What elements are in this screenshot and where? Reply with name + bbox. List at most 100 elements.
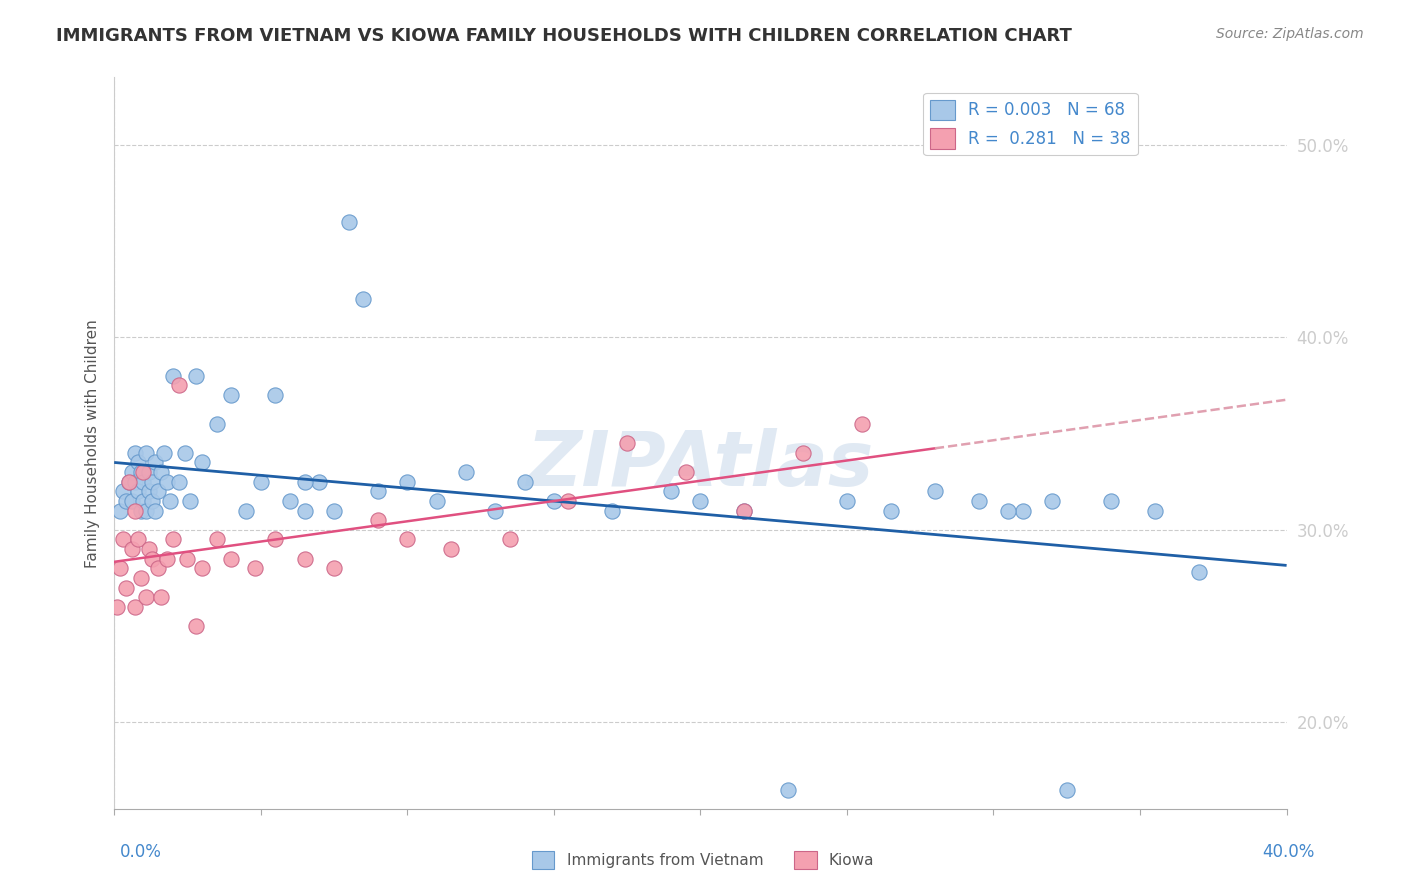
Point: [513, 475, 536, 489]
Point: [191, 561, 214, 575]
Point: [167, 378, 190, 392]
Point: [264, 388, 287, 402]
Point: [135, 446, 157, 460]
Point: [1188, 565, 1211, 579]
Point: [135, 503, 157, 517]
Point: [243, 561, 266, 575]
Legend: Immigrants from Vietnam, Kiowa: Immigrants from Vietnam, Kiowa: [526, 845, 880, 875]
Point: [294, 475, 316, 489]
Point: [141, 551, 163, 566]
Point: [967, 494, 990, 508]
Point: [851, 417, 873, 431]
Point: [132, 494, 155, 508]
Point: [124, 446, 146, 460]
Point: [138, 465, 160, 479]
Text: Source: ZipAtlas.com: Source: ZipAtlas.com: [1216, 27, 1364, 41]
Point: [118, 475, 141, 489]
Point: [323, 561, 346, 575]
Point: [150, 591, 173, 605]
Point: [121, 494, 143, 508]
Point: [121, 542, 143, 557]
Point: [159, 494, 181, 508]
Point: [557, 494, 579, 508]
Point: [367, 484, 389, 499]
Point: [118, 475, 141, 489]
Point: [689, 494, 711, 508]
Point: [141, 494, 163, 508]
Point: [138, 484, 160, 499]
Point: [396, 475, 419, 489]
Point: [132, 475, 155, 489]
Point: [278, 494, 301, 508]
Point: [115, 494, 138, 508]
Point: [124, 503, 146, 517]
Point: [111, 484, 134, 499]
Point: [484, 503, 506, 517]
Point: [205, 533, 228, 547]
Point: [616, 436, 638, 450]
Point: [167, 475, 190, 489]
Point: [221, 551, 243, 566]
Point: [132, 465, 155, 479]
Point: [186, 619, 208, 633]
Point: [337, 215, 360, 229]
Point: [146, 561, 169, 575]
Point: [173, 446, 195, 460]
Point: [138, 542, 160, 557]
Text: 0.0%: 0.0%: [120, 843, 162, 861]
Point: [308, 475, 330, 489]
Point: [124, 475, 146, 489]
Point: [1099, 494, 1122, 508]
Point: [105, 599, 128, 614]
Point: [121, 465, 143, 479]
Point: [835, 494, 858, 508]
Point: [675, 465, 697, 479]
Point: [179, 494, 201, 508]
Point: [143, 503, 166, 517]
Point: [146, 484, 169, 499]
Point: [141, 475, 163, 489]
Point: [221, 388, 243, 402]
Point: [440, 542, 463, 557]
Point: [396, 533, 419, 547]
Point: [129, 503, 152, 517]
Y-axis label: Family Households with Children: Family Households with Children: [86, 318, 100, 567]
Point: [153, 446, 176, 460]
Point: [924, 484, 946, 499]
Point: [499, 533, 522, 547]
Point: [162, 368, 184, 383]
Point: [162, 533, 184, 547]
Point: [127, 455, 149, 469]
Point: [659, 484, 682, 499]
Point: [733, 503, 755, 517]
Point: [205, 417, 228, 431]
Point: [108, 561, 131, 575]
Point: [111, 533, 134, 547]
Point: [543, 494, 565, 508]
Point: [264, 533, 287, 547]
Point: [127, 533, 149, 547]
Point: [792, 446, 814, 460]
Point: [129, 571, 152, 585]
Point: [150, 465, 173, 479]
Point: [124, 599, 146, 614]
Point: [249, 475, 271, 489]
Point: [778, 782, 800, 797]
Point: [186, 368, 208, 383]
Point: [127, 484, 149, 499]
Point: [880, 503, 903, 517]
Point: [367, 513, 389, 527]
Point: [176, 551, 198, 566]
Point: [426, 494, 449, 508]
Point: [1040, 494, 1063, 508]
Point: [602, 503, 624, 517]
Point: [135, 591, 157, 605]
Point: [294, 503, 316, 517]
Point: [191, 455, 214, 469]
Text: 40.0%: 40.0%: [1263, 843, 1315, 861]
Point: [323, 503, 346, 517]
Point: [129, 465, 152, 479]
Point: [156, 475, 179, 489]
Text: ZIPAtlas: ZIPAtlas: [527, 428, 875, 502]
Point: [1011, 503, 1033, 517]
